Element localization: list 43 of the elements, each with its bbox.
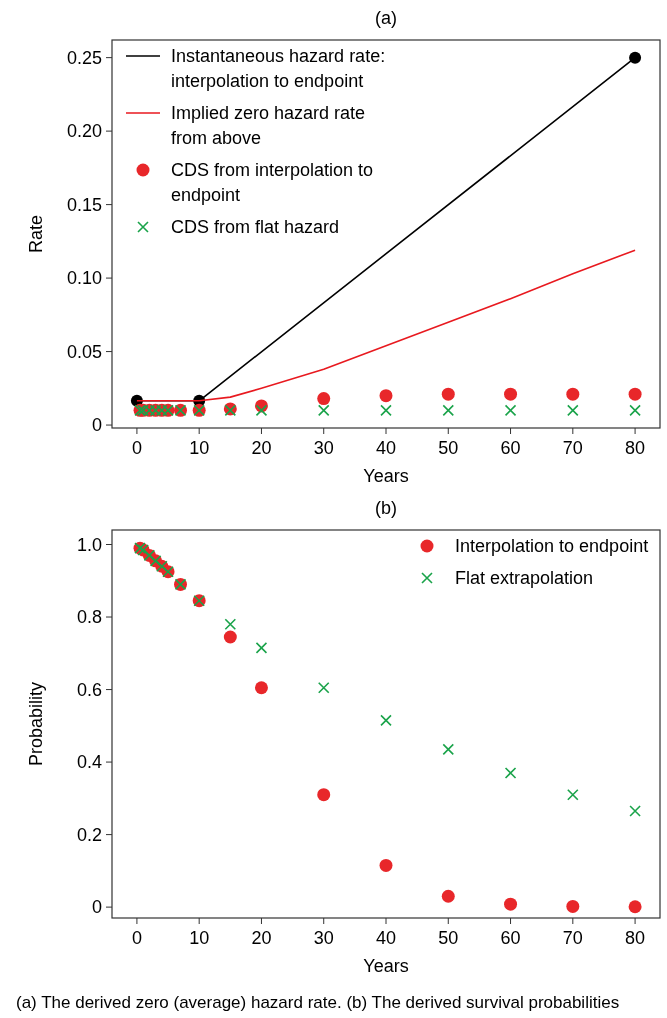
x-tick-label: 70 — [562, 928, 583, 948]
x-axis-title: Years — [363, 466, 409, 486]
legend-label: CDS from flat hazard — [171, 217, 340, 237]
x-tick-label: 50 — [438, 928, 459, 948]
x-axis-title: Years — [363, 956, 409, 976]
y-tick-label: 0.8 — [76, 607, 102, 628]
x-tick-label: 80 — [625, 438, 646, 458]
legend-label: Implied zero hazard rate from above — [171, 103, 366, 148]
chart-title: (a) — [375, 8, 397, 28]
x-tick-label: 50 — [438, 438, 459, 458]
y-axis-title: Probability — [26, 681, 46, 767]
x-tick-label: 30 — [313, 928, 334, 948]
y-tick-label: 0.10 — [66, 268, 102, 289]
y-tick-label: 0.20 — [66, 121, 102, 142]
chart-title: (b) — [375, 498, 397, 518]
x-tick-label: 40 — [375, 438, 397, 458]
y-tick-label: 0.25 — [66, 47, 102, 68]
legend-label: Interpolation to endpoint — [455, 536, 649, 556]
x-tick-label: 60 — [500, 438, 521, 458]
x-tick-label: 20 — [251, 438, 272, 458]
y-tick-label: 0 — [91, 897, 102, 918]
x-tick-label: 0 — [131, 438, 142, 458]
x-tick-label: 10 — [189, 928, 210, 948]
x-tick-label: 80 — [625, 928, 646, 948]
y-tick-label: 0.2 — [76, 824, 102, 845]
legend-label: Flat extrapolation — [455, 568, 594, 588]
y-tick-label: 1.0 — [76, 534, 102, 555]
x-tick-label: 20 — [251, 928, 272, 948]
text: (a) The derived zero (average) hazard rate. (b) The derived survival probabilities — [16, 993, 620, 1012]
y-tick-label: 0.4 — [76, 752, 102, 773]
legend-label: CDS from interpolation to endpoint — [171, 160, 374, 205]
y-tick-label: 0.05 — [66, 341, 102, 362]
y-tick-label: 0 — [91, 415, 102, 436]
legend-label: Instantaneous hazard rate: interpolation to endpoint — [171, 46, 386, 91]
x-tick-label: 70 — [562, 438, 583, 458]
y-tick-label: 0.6 — [76, 679, 102, 700]
y-tick-label: 0.15 — [66, 194, 102, 215]
x-tick-label: 60 — [500, 928, 521, 948]
x-tick-label: 30 — [313, 438, 334, 458]
x-tick-label: 0 — [131, 928, 142, 948]
y-axis-title: Rate — [26, 214, 46, 254]
x-tick-label: 40 — [375, 928, 397, 948]
x-tick-label: 10 — [189, 438, 210, 458]
